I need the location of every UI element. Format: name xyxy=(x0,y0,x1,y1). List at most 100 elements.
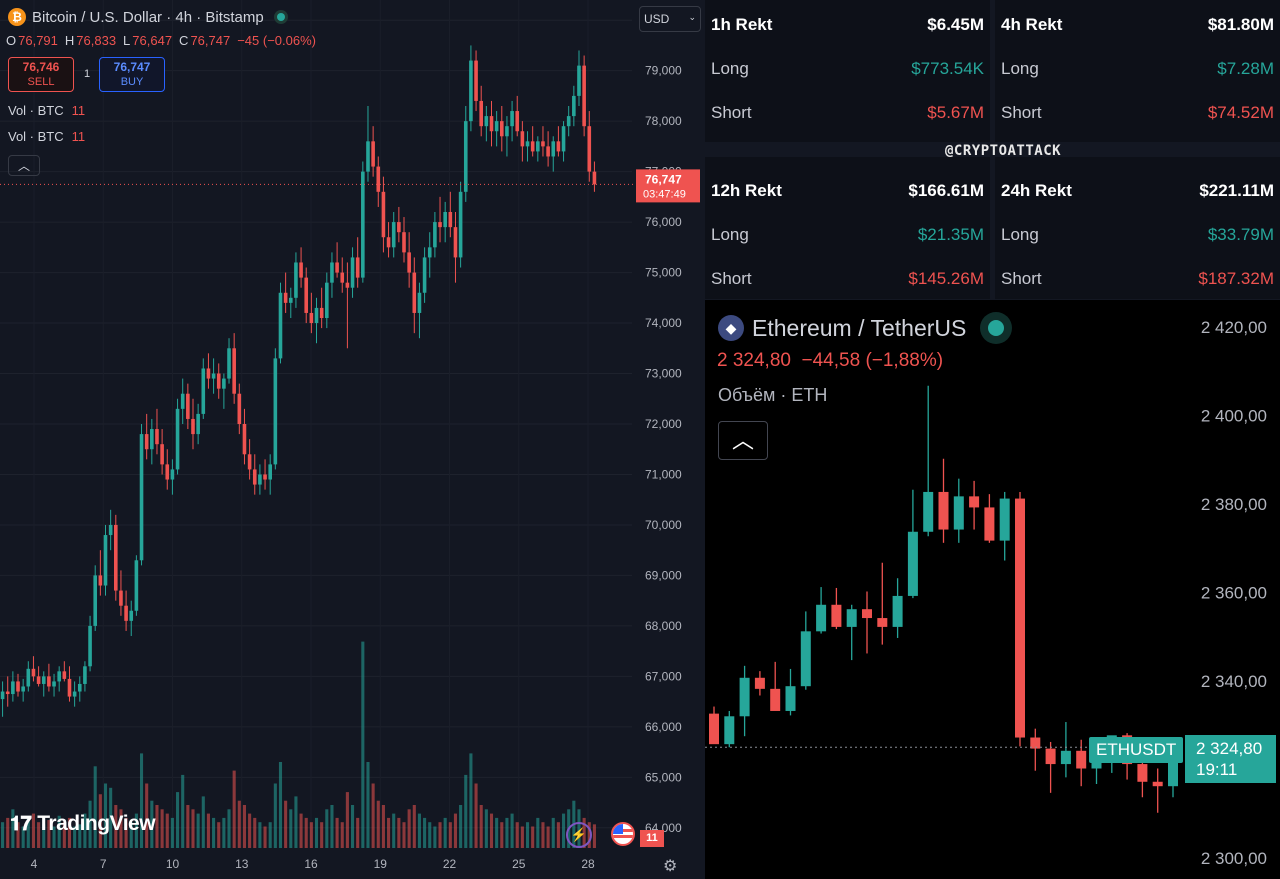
btc-candlestick-chart[interactable]: 80,00079,00078,00077,00076,00075,00074,0… xyxy=(0,0,705,879)
volume-bar xyxy=(443,817,447,848)
candle-body xyxy=(36,676,41,684)
candle-body xyxy=(907,531,918,596)
volume-indicator-legend[interactable]: Vol · BTC 11 xyxy=(8,129,85,144)
eth-candlestick-chart[interactable]: 2 420,00 2 400,00 2 380,00 2 360,00 2 340,00… xyxy=(705,300,1280,879)
volume-bar xyxy=(495,817,499,848)
volume-bar xyxy=(129,822,133,848)
candle-body xyxy=(770,688,781,711)
candle-body xyxy=(52,681,56,687)
rekt-short-row: Short $5.67M xyxy=(711,103,984,123)
candle-body xyxy=(577,65,581,96)
volume-bar xyxy=(438,822,442,848)
volume-bar xyxy=(484,809,488,848)
currency-select[interactable]: USD ⌄ xyxy=(639,6,701,32)
candle-body xyxy=(984,507,995,541)
y-tick-label: 79,000 xyxy=(645,64,682,78)
volume-bar xyxy=(325,809,329,848)
x-tick-label: 4 xyxy=(31,857,38,871)
volume-bar xyxy=(309,822,313,848)
y-tick-label: 78,000 xyxy=(645,114,682,128)
liquidation-panel: 1h Rekt $6.45M Long $773.54K Short $5.67M 4… xyxy=(705,0,1280,300)
volume-bar xyxy=(397,817,401,848)
volume-bar xyxy=(510,813,514,848)
y-tick-label: 68,000 xyxy=(645,619,682,633)
candle-body xyxy=(407,252,411,273)
rekt-title: 4h Rekt xyxy=(1001,15,1063,34)
candle-body xyxy=(923,491,934,532)
btc-pair-title[interactable]: Bitcoin / U.S. Dollar · 4h · Bitstamp xyxy=(32,8,264,26)
buy-button[interactable]: 76,747 BUY xyxy=(99,57,165,92)
candle-body xyxy=(273,358,278,465)
volume-bar xyxy=(412,805,416,848)
rekt-title: 24h Rekt xyxy=(1001,181,1072,200)
rekt-long-row: Long $773.54K xyxy=(711,59,984,79)
candle-body xyxy=(83,666,87,684)
rekt-long-row: Long $7.28M xyxy=(1001,59,1274,79)
x-tick-label: 10 xyxy=(166,857,180,871)
eth-volume-legend[interactable]: Объём · ETH xyxy=(718,385,828,405)
rekt-total-row: 12h Rekt $166.61M xyxy=(711,181,984,201)
sell-button[interactable]: 76,746 SELL xyxy=(8,57,74,92)
volume-bar xyxy=(47,820,51,848)
y-tick-label: 66,000 xyxy=(645,720,682,734)
y-tick-label: 65,000 xyxy=(645,770,682,784)
rekt-long-value: $7.28M xyxy=(1217,59,1274,78)
candle-body xyxy=(499,121,504,137)
candle-body xyxy=(510,111,514,127)
market-open-status-icon xyxy=(980,312,1013,344)
volume-bar xyxy=(284,800,288,848)
candle-body xyxy=(381,191,386,238)
volume-bar xyxy=(474,783,478,848)
us-flag-icon[interactable] xyxy=(611,822,635,846)
candle-body xyxy=(515,111,520,132)
candle-body xyxy=(237,393,242,424)
gear-icon[interactable]: ⚙ xyxy=(663,858,678,875)
volume-bar xyxy=(181,774,185,848)
candle-body xyxy=(376,166,381,192)
rekt-long-row: Long $21.35M xyxy=(711,225,984,245)
volume-bar xyxy=(361,641,365,848)
volume-bar xyxy=(26,817,30,848)
candle-body xyxy=(227,348,231,379)
collapse-legend-button[interactable]: ︿ xyxy=(718,421,768,460)
volume-bar xyxy=(222,817,226,848)
volume-bar xyxy=(160,809,164,848)
x-tick-label: 25 xyxy=(512,857,526,871)
candle-body xyxy=(155,429,159,445)
volume-bar xyxy=(459,805,463,848)
volume-bar xyxy=(469,753,473,848)
volume-bar xyxy=(88,800,92,848)
candle-body xyxy=(247,454,252,470)
volume-bar xyxy=(109,787,113,848)
volume-bar xyxy=(150,800,154,848)
volume-bar xyxy=(299,813,303,848)
candle-body xyxy=(304,277,309,313)
lightning-icon[interactable]: ⚡ xyxy=(566,822,592,848)
volume-bar xyxy=(387,817,391,848)
ohlc-open-value: 76,791 xyxy=(18,33,58,48)
volume-indicator-label: Vol · BTC xyxy=(8,103,64,118)
candle-body xyxy=(546,146,550,157)
candle-body xyxy=(134,560,139,611)
candle-body xyxy=(268,464,272,480)
candle-body xyxy=(144,434,149,450)
rekt-long-label: Long xyxy=(1001,59,1039,78)
volume-indicator-label: Vol · BTC xyxy=(8,129,64,144)
rekt-long-value: $773.54K xyxy=(911,59,984,78)
collapse-legend-button[interactable]: ︿ xyxy=(8,155,40,176)
spread-value: 1 xyxy=(84,68,91,80)
eth-pair-title[interactable]: Ethereum / TetherUS xyxy=(752,314,967,341)
volume-indicator-legend[interactable]: Vol · BTC 11 xyxy=(8,103,85,118)
volume-bar xyxy=(330,805,334,848)
eth-last-price: 2 324,80 xyxy=(1196,739,1263,758)
ohlc-close-value: 76,747 xyxy=(190,33,231,48)
candle-body xyxy=(938,491,949,530)
volume-bar xyxy=(366,762,370,848)
candle-body xyxy=(422,257,427,293)
volume-bar xyxy=(423,817,427,848)
candle-body xyxy=(1030,737,1041,749)
candle-body xyxy=(458,191,463,258)
eth-header: ◆ Ethereum / TetherUS xyxy=(718,312,1013,344)
y-tick-label: 76,000 xyxy=(645,215,682,229)
candle-body xyxy=(350,257,355,288)
